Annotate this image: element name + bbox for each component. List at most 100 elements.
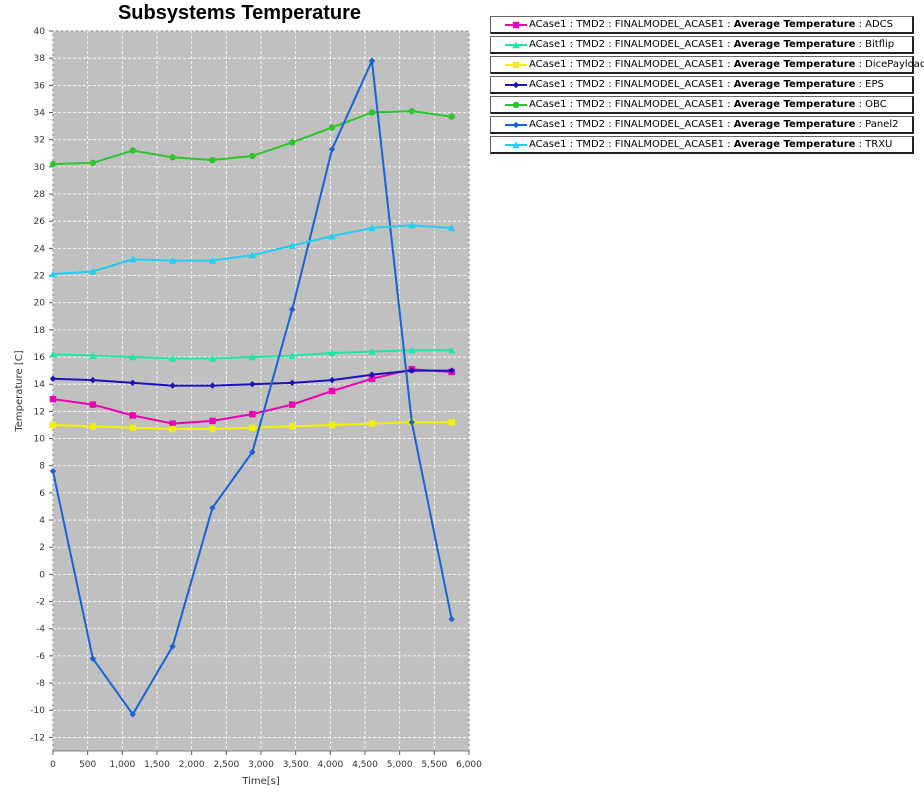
legend-swatch [505, 121, 527, 129]
legend-swatch [505, 41, 527, 49]
data-point [209, 382, 216, 389]
legend-label-metric: Average Temperature [733, 139, 856, 150]
data-point [49, 160, 57, 168]
y-tick-label: 36 [34, 81, 46, 91]
data-point [208, 354, 217, 362]
data-point [89, 267, 97, 275]
data-point [209, 504, 216, 512]
legend-label-metric: Average Temperature [733, 59, 856, 70]
data-point [368, 371, 376, 378]
y-tick-label: 32 [34, 136, 45, 146]
data-point [368, 224, 376, 232]
data-point [89, 401, 97, 408]
legend-label-metric: Average Temperature [733, 39, 856, 50]
y-axis-label: Temperature [C] [14, 350, 25, 432]
data-point [408, 221, 416, 229]
data-point [249, 410, 256, 418]
data-point [447, 224, 456, 232]
legend-item: ACase1 : TMD2 : FINALMODEL_ACASE1 : Aver… [490, 76, 914, 94]
data-point [169, 643, 176, 650]
x-tick-label: 1,000 [109, 760, 135, 770]
y-tick-label: 22 [34, 272, 45, 282]
data-point [368, 420, 376, 427]
legend-swatch [505, 81, 527, 89]
data-point [448, 113, 455, 120]
data-point [368, 57, 376, 65]
y-tick-label: 30 [34, 163, 46, 173]
legend-label: ACase1 : TMD2 : FINALMODEL_ACASE1 : Aver… [529, 38, 894, 52]
legend-swatch [505, 141, 527, 149]
y-tick-label: -12 [30, 733, 45, 743]
data-point [169, 420, 176, 427]
y-tick-label: 38 [34, 54, 46, 64]
data-point [248, 353, 257, 361]
y-tick-label: 4 [39, 516, 45, 526]
data-point [289, 423, 296, 430]
legend-label: ACase1 : TMD2 : FINALMODEL_ACASE1 : Aver… [529, 138, 892, 152]
legend-label-prefix: ACase1 : TMD2 : FINALMODEL_ACASE1 : [529, 99, 734, 110]
x-tick-label: 2,000 [179, 760, 205, 770]
data-point [289, 139, 296, 146]
x-tick-label: 4,500 [352, 760, 378, 770]
legend-item: ACase1 : TMD2 : FINALMODEL_ACASE1 : Aver… [490, 116, 914, 134]
legend-swatch [505, 21, 527, 29]
legend-label-subsystem: : Bitflip [855, 39, 895, 50]
x-tick-label: 0 [50, 760, 56, 770]
data-point [169, 425, 176, 433]
legend-swatch [505, 61, 527, 69]
y-tick-label: 26 [34, 217, 46, 227]
y-tick-label: -4 [36, 625, 45, 635]
data-point [129, 147, 136, 154]
data-point [328, 232, 336, 240]
legend-label-metric: Average Temperature [733, 99, 856, 110]
y-tick-label: 6 [39, 489, 45, 499]
data-point [408, 367, 415, 374]
legend-label-subsystem: : Panel2 [855, 119, 899, 130]
x-tick-label: 4,000 [317, 760, 343, 770]
x-tick-label: 500 [79, 760, 96, 770]
data-point [49, 270, 57, 278]
y-tick-label: -10 [30, 706, 45, 716]
y-tick-label: 34 [34, 109, 46, 119]
data-point [408, 107, 415, 115]
data-point [129, 412, 136, 419]
legend-item: ACase1 : TMD2 : FINALMODEL_ACASE1 : Aver… [490, 16, 914, 34]
legend-label-subsystem: : DicePayload [855, 59, 924, 70]
data-point [209, 425, 216, 433]
y-tick-label: 28 [34, 190, 46, 200]
data-point [129, 379, 136, 387]
legend-label-prefix: ACase1 : TMD2 : FINALMODEL_ACASE1 : [529, 59, 734, 70]
legend-label-metric: Average Temperature [733, 119, 856, 130]
legend-label-subsystem: : EPS [855, 79, 884, 90]
x-axis-label: Time[s] [241, 776, 280, 787]
legend-label: ACase1 : TMD2 : FINALMODEL_ACASE1 : Aver… [529, 78, 884, 92]
y-tick-label: -8 [36, 679, 45, 689]
legend-label-prefix: ACase1 : TMD2 : FINALMODEL_ACASE1 : [529, 19, 734, 30]
x-tick-label: 1,500 [144, 760, 170, 770]
data-point [328, 387, 336, 395]
y-tick-label: -2 [36, 598, 45, 608]
data-point [169, 154, 176, 161]
data-point [49, 350, 57, 358]
legend-label-prefix: ACase1 : TMD2 : FINALMODEL_ACASE1 : [529, 39, 734, 50]
data-point [129, 424, 136, 431]
data-point [208, 256, 217, 264]
legend-label-prefix: ACase1 : TMD2 : FINALMODEL_ACASE1 : [529, 119, 734, 130]
y-tick-label: 10 [34, 435, 46, 445]
y-tick-label: 12 [34, 407, 45, 417]
data-point [289, 401, 296, 408]
y-tick-label: 16 [34, 353, 46, 363]
x-tick-label: 6,000 [456, 760, 482, 770]
data-point [447, 346, 456, 354]
x-tick-label: 3,500 [283, 760, 309, 770]
data-point [89, 655, 97, 662]
data-point [328, 421, 336, 429]
data-point [288, 351, 296, 359]
x-tick-label: 5,000 [387, 760, 413, 770]
data-point [249, 152, 256, 160]
y-tick-label: 2 [39, 543, 45, 553]
data-point [89, 351, 97, 359]
legend-label-metric: Average Temperature [733, 19, 856, 30]
data-point [408, 419, 415, 426]
